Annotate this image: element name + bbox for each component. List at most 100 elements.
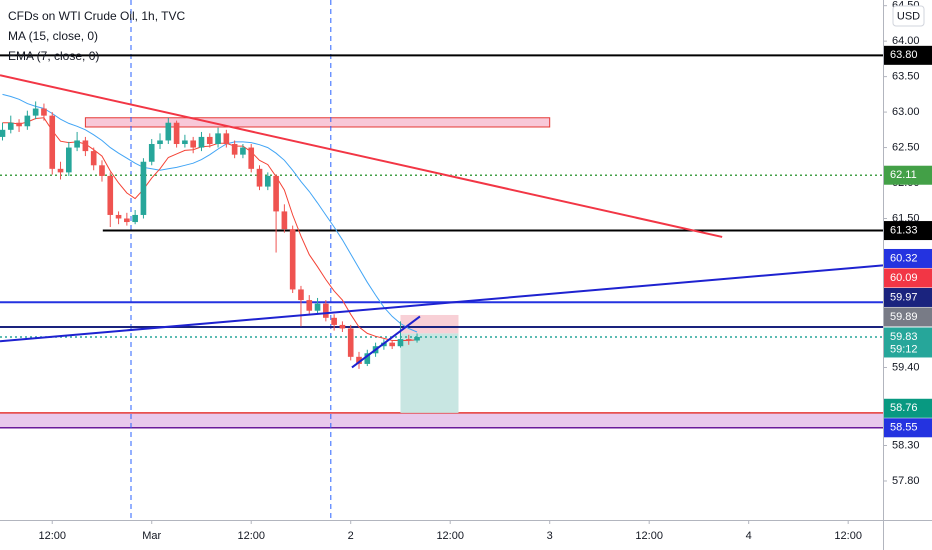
trend-line bbox=[351, 315, 421, 369]
candle-body bbox=[148, 144, 155, 162]
candle-body bbox=[90, 151, 97, 166]
candle-body bbox=[107, 175, 114, 215]
price-label: 62.11 bbox=[890, 169, 917, 181]
candle-body bbox=[182, 140, 188, 145]
price-label: 60.32 bbox=[890, 252, 918, 264]
price-label-box bbox=[884, 418, 932, 438]
zone bbox=[0, 412, 883, 428]
candle-body bbox=[347, 328, 354, 357]
candle-body bbox=[16, 122, 22, 127]
price-label: 59.97 bbox=[890, 291, 918, 303]
x-tick-label: 12:00 bbox=[436, 530, 464, 542]
trend-line bbox=[0, 74, 723, 238]
price-label-box bbox=[884, 268, 932, 288]
y-tick-label: 57.80 bbox=[892, 475, 920, 487]
candle-body bbox=[223, 133, 230, 145]
axes: 64.5064.0063.5063.0062.5062.0061.5061.00… bbox=[38, 0, 932, 542]
x-tick-label: Mar bbox=[142, 530, 161, 542]
x-tick-label: 3 bbox=[547, 530, 553, 542]
candle-body bbox=[323, 303, 329, 318]
legend-ema: EMA (7, close, 0) bbox=[8, 49, 99, 63]
x-tick-label: 12:00 bbox=[834, 530, 862, 542]
price-label-box bbox=[884, 248, 932, 268]
price-label: 60.09 bbox=[890, 272, 918, 284]
candle-body bbox=[32, 108, 39, 116]
candle-body bbox=[157, 140, 163, 145]
candle-body bbox=[65, 147, 72, 173]
candle-body bbox=[240, 147, 246, 155]
indicator-line bbox=[2, 117, 418, 341]
candle-body bbox=[99, 165, 105, 176]
candle-body bbox=[124, 218, 130, 223]
candle-body bbox=[289, 229, 296, 290]
candle-body bbox=[115, 214, 122, 219]
candle-body bbox=[49, 115, 56, 169]
y-tick-label: 59.40 bbox=[892, 361, 920, 373]
price-label: 58.55 bbox=[890, 422, 918, 434]
price-label-box bbox=[884, 221, 932, 241]
price-label-box bbox=[884, 287, 932, 307]
candle-body bbox=[273, 175, 279, 212]
trend-line bbox=[0, 264, 883, 343]
candle-body bbox=[57, 168, 64, 173]
y-tick-label: 58.30 bbox=[892, 439, 920, 451]
candle-body bbox=[256, 168, 263, 187]
countdown-label: 59:12 bbox=[890, 343, 918, 355]
indicator-line bbox=[2, 93, 418, 333]
y-tick-label: 63.00 bbox=[892, 106, 920, 118]
candle-body bbox=[306, 300, 313, 311]
price-label: 59.83 bbox=[890, 331, 918, 343]
highlight-rect bbox=[84, 117, 551, 128]
currency-button[interactable] bbox=[892, 5, 925, 27]
candle-body bbox=[190, 140, 197, 148]
price-label-box bbox=[884, 307, 932, 327]
candle-body bbox=[0, 129, 6, 137]
candle-body bbox=[339, 324, 346, 329]
candle-body bbox=[24, 115, 31, 127]
x-tick-label: 12:00 bbox=[635, 530, 663, 542]
x-tick-label: 2 bbox=[348, 530, 354, 542]
price-label: 61.33 bbox=[890, 224, 918, 236]
chart-title: CFDs on WTI Crude Oil, 1h, TVC bbox=[8, 9, 185, 23]
legend-ma: MA (15, close, 0) bbox=[8, 29, 98, 43]
candle-body bbox=[248, 147, 255, 169]
x-tick-label: 12:00 bbox=[237, 530, 265, 542]
price-label-box bbox=[884, 327, 932, 358]
candle-body bbox=[298, 289, 304, 301]
price-label-box bbox=[884, 165, 932, 185]
price-label: 59.89 bbox=[890, 311, 918, 323]
x-tick-label: 4 bbox=[746, 530, 752, 542]
candle-body bbox=[331, 317, 337, 325]
candle-body bbox=[405, 339, 412, 341]
y-tick-label: 62.50 bbox=[892, 141, 920, 153]
price-label-box bbox=[884, 45, 932, 65]
candle-body bbox=[74, 140, 80, 148]
candle-body bbox=[397, 339, 404, 347]
candle-body bbox=[356, 356, 362, 364]
candle-body bbox=[41, 108, 47, 116]
price-label: 58.76 bbox=[890, 402, 918, 414]
position-target bbox=[400, 333, 459, 413]
candle-body bbox=[82, 140, 89, 152]
candle-body bbox=[264, 175, 271, 187]
candle-body bbox=[165, 122, 172, 141]
candle-body bbox=[215, 133, 221, 145]
candle-body bbox=[231, 144, 238, 155]
candle-body bbox=[7, 122, 14, 130]
candle-body bbox=[206, 136, 213, 145]
candle-body bbox=[281, 211, 288, 230]
candle-body bbox=[198, 136, 205, 148]
plot-area bbox=[0, 0, 883, 520]
candle-body bbox=[389, 342, 395, 347]
candle-body bbox=[173, 122, 180, 145]
candle-body bbox=[314, 303, 321, 311]
price-label-box bbox=[884, 398, 932, 418]
candle-body bbox=[364, 353, 371, 364]
x-tick-label: 12:00 bbox=[38, 530, 66, 542]
currency-label[interactable]: USD bbox=[897, 10, 920, 22]
y-tick-label: 64.00 bbox=[892, 35, 920, 47]
candle-body bbox=[414, 336, 420, 341]
candle-body bbox=[140, 161, 147, 215]
